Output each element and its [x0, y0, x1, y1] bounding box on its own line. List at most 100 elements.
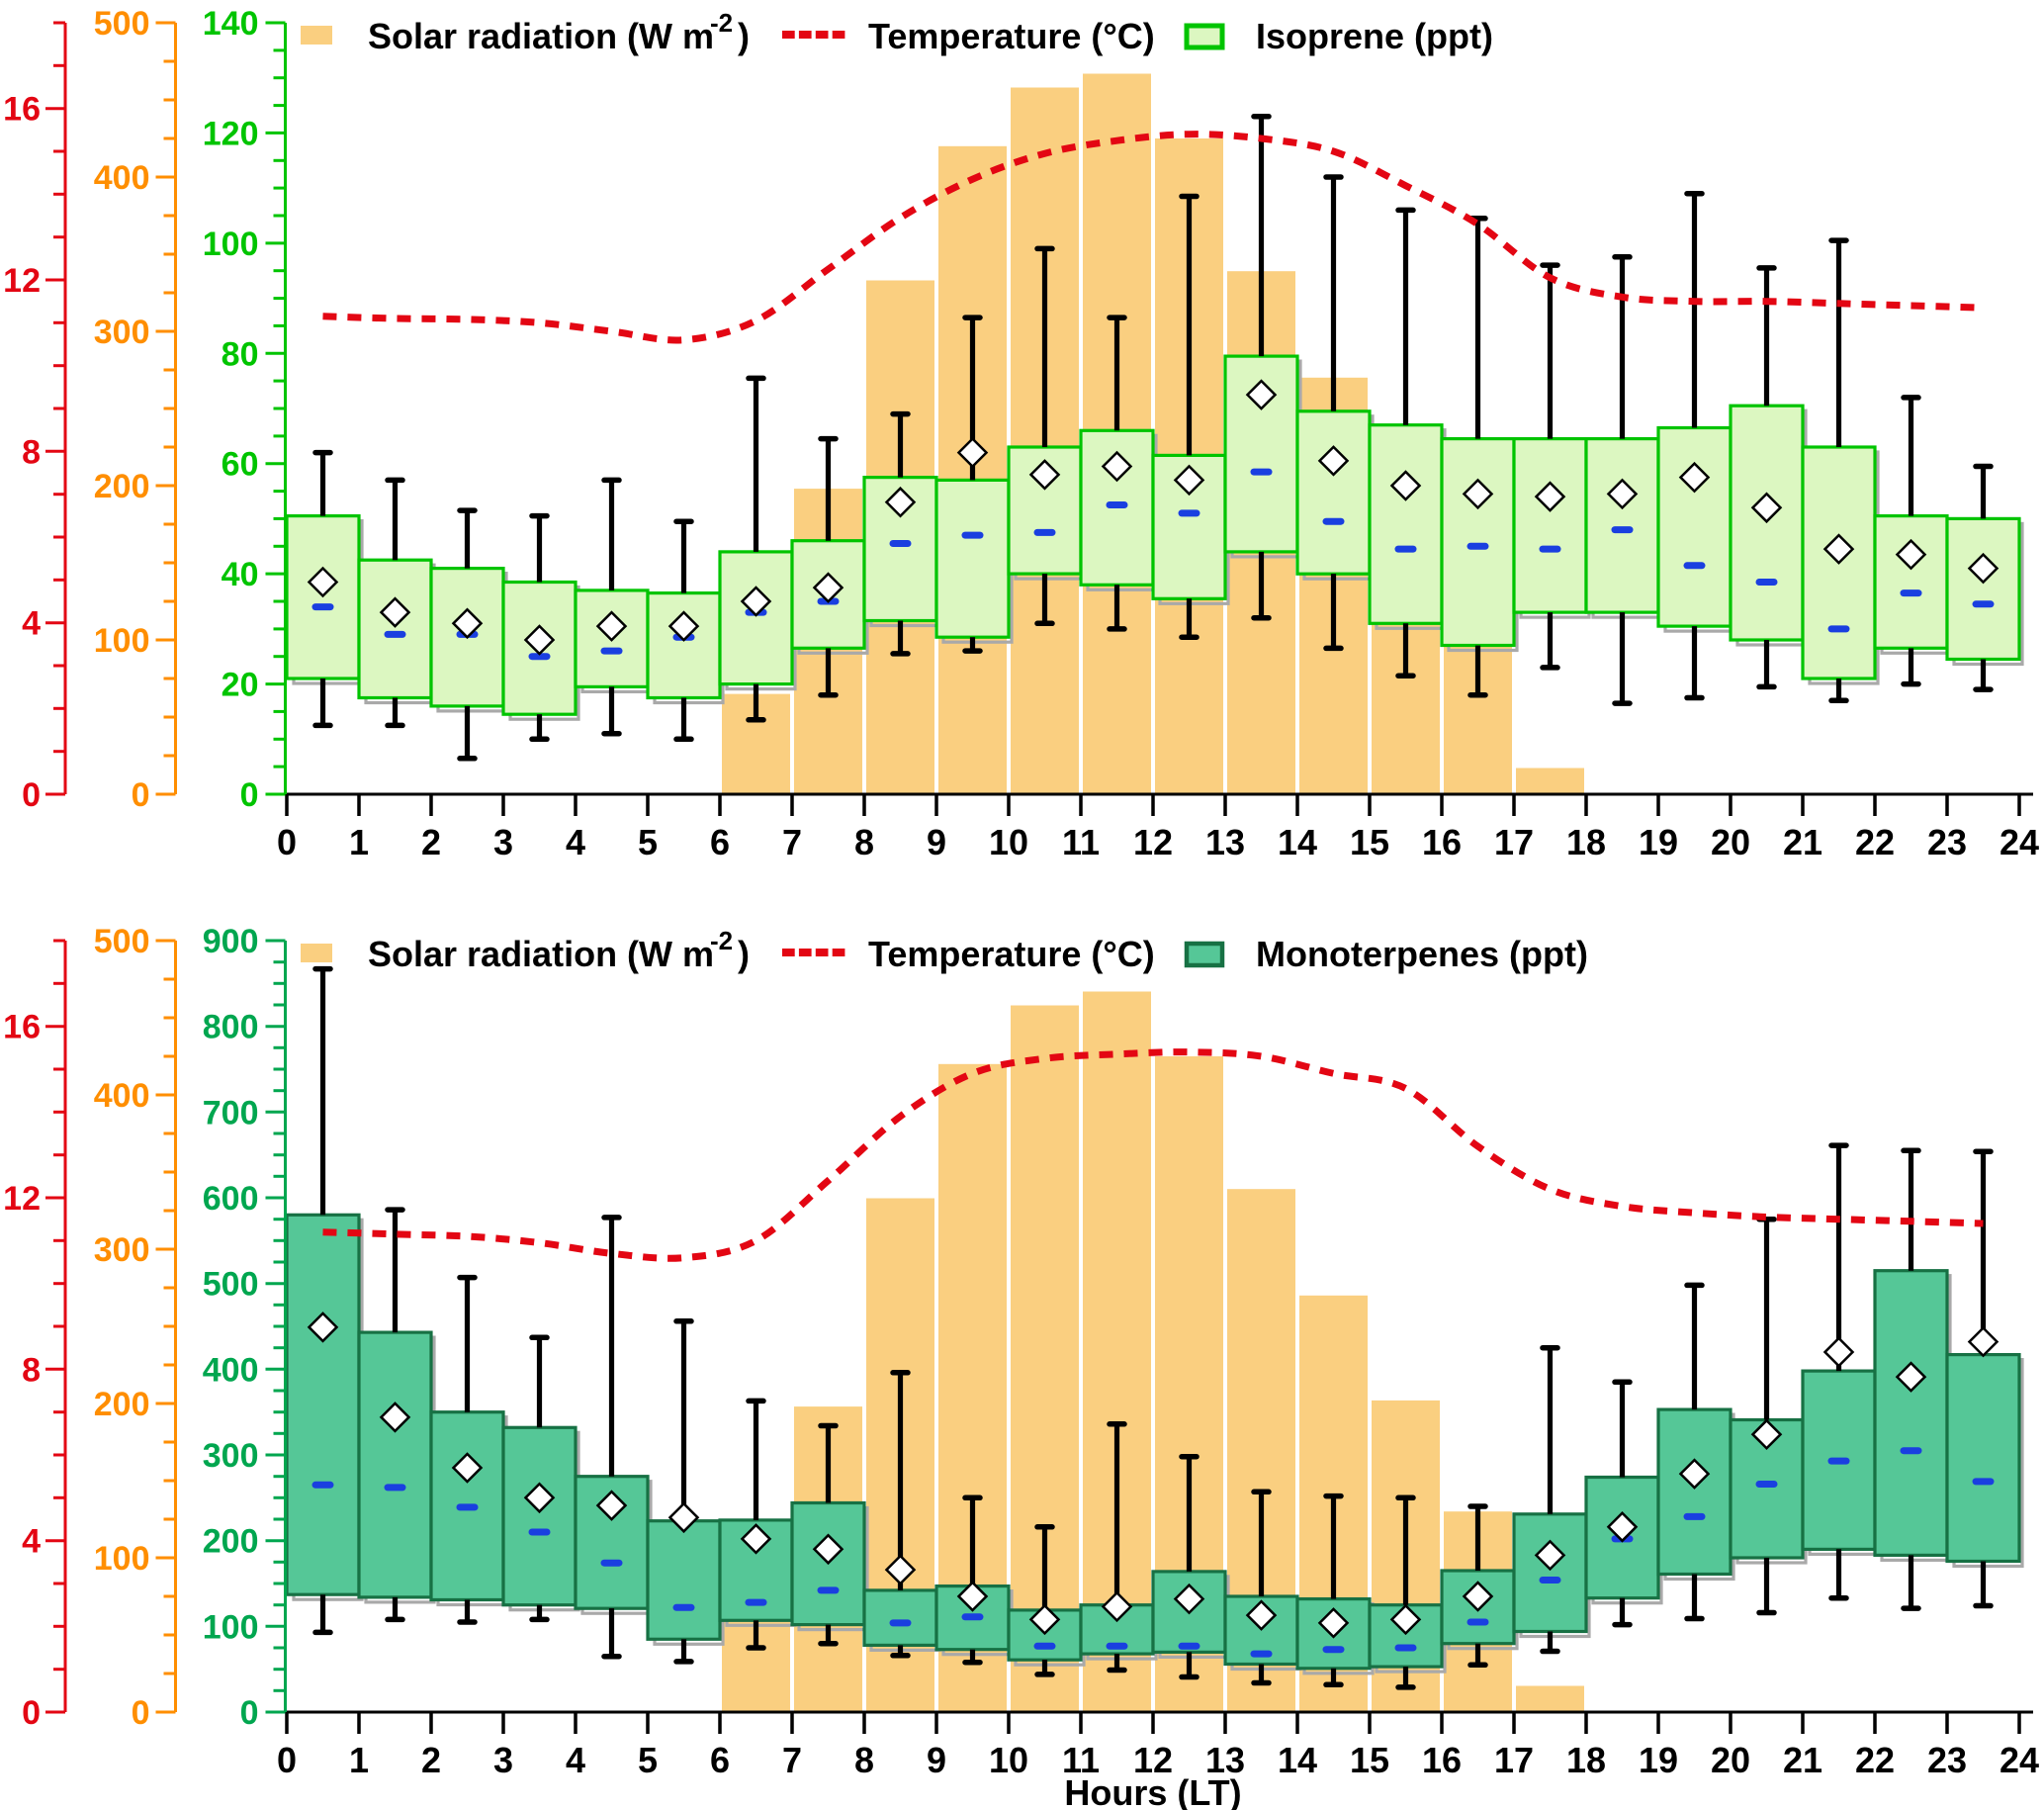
svg-text:Monoterpenes (ppt): Monoterpenes (ppt)	[1256, 934, 1588, 974]
svg-text:20: 20	[222, 667, 259, 704]
svg-text:11: 11	[1062, 822, 1100, 862]
svg-text:0: 0	[277, 822, 297, 862]
svg-text:800: 800	[203, 1009, 259, 1046]
svg-text:500: 500	[94, 5, 150, 43]
svg-text:200: 200	[94, 1386, 150, 1423]
svg-text:9: 9	[927, 822, 946, 862]
svg-text:0: 0	[240, 776, 259, 814]
svg-text:2: 2	[421, 1740, 441, 1780]
svg-text:6: 6	[710, 822, 730, 862]
svg-text:): )	[738, 934, 750, 974]
svg-text:16: 16	[1422, 822, 1462, 862]
svg-text:7: 7	[782, 1740, 802, 1780]
svg-text:300: 300	[203, 1437, 259, 1475]
svg-text:20: 20	[1711, 1740, 1750, 1780]
svg-text:Temperature (°C): Temperature (°C)	[868, 16, 1155, 56]
svg-text:60: 60	[222, 446, 259, 484]
svg-text:15: 15	[1350, 1740, 1389, 1780]
svg-text:200: 200	[94, 468, 150, 505]
svg-text:10: 10	[989, 1740, 1028, 1780]
svg-text:23: 23	[1927, 822, 1967, 862]
svg-text:500: 500	[203, 1266, 259, 1304]
svg-text:0: 0	[240, 1694, 259, 1732]
svg-text:140: 140	[203, 5, 259, 43]
svg-text:19: 19	[1639, 822, 1678, 862]
svg-text:200: 200	[203, 1523, 259, 1561]
svg-text:21: 21	[1783, 1740, 1822, 1780]
svg-text:3: 3	[493, 1740, 513, 1780]
svg-text:0: 0	[132, 776, 150, 814]
svg-text:900: 900	[203, 923, 259, 960]
svg-text:23: 23	[1927, 1740, 1967, 1780]
svg-text:14: 14	[1278, 822, 1317, 862]
svg-text:12: 12	[1133, 1740, 1173, 1780]
svg-text:10: 10	[989, 822, 1028, 862]
svg-text:0: 0	[132, 1694, 150, 1732]
svg-text:12: 12	[3, 1180, 41, 1218]
svg-text:16: 16	[3, 91, 41, 129]
svg-text:4: 4	[566, 1740, 585, 1780]
svg-text:8: 8	[854, 822, 874, 862]
svg-text:700: 700	[203, 1094, 259, 1131]
svg-text:0: 0	[22, 776, 41, 814]
svg-text:300: 300	[94, 314, 150, 351]
svg-text:4: 4	[22, 605, 41, 643]
svg-text:14: 14	[1278, 1740, 1317, 1780]
svg-text:12: 12	[3, 262, 41, 300]
svg-text:4: 4	[22, 1523, 41, 1561]
svg-text:Hours (LT): Hours (LT)	[1064, 1772, 1241, 1810]
svg-text:8: 8	[22, 433, 41, 471]
svg-text:Solar radiation (W m: Solar radiation (W m	[368, 934, 714, 974]
svg-text:8: 8	[22, 1351, 41, 1389]
svg-text:-2: -2	[710, 926, 733, 955]
svg-text:16: 16	[3, 1009, 41, 1046]
svg-text:17: 17	[1494, 1740, 1534, 1780]
svg-text:20: 20	[1711, 822, 1750, 862]
svg-text:100: 100	[203, 226, 259, 263]
svg-text:16: 16	[1422, 1740, 1462, 1780]
svg-text:100: 100	[94, 1540, 150, 1578]
svg-text:24: 24	[2000, 1740, 2039, 1780]
svg-text:100: 100	[94, 622, 150, 660]
svg-text:500: 500	[94, 923, 150, 960]
svg-text:11: 11	[1062, 1740, 1100, 1780]
svg-text:15: 15	[1350, 822, 1389, 862]
svg-text:18: 18	[1566, 1740, 1606, 1780]
svg-text:400: 400	[94, 159, 150, 197]
svg-text:8: 8	[854, 1740, 874, 1780]
svg-text:120: 120	[203, 115, 259, 152]
svg-text:5: 5	[638, 1740, 658, 1780]
svg-text:22: 22	[1855, 1740, 1895, 1780]
svg-text:300: 300	[94, 1231, 150, 1269]
svg-text:7: 7	[782, 822, 802, 862]
svg-text:0: 0	[277, 1740, 297, 1780]
svg-text:21: 21	[1783, 822, 1822, 862]
svg-text:19: 19	[1639, 1740, 1678, 1780]
svg-text:Isoprene (ppt): Isoprene (ppt)	[1256, 16, 1493, 56]
svg-text:3: 3	[493, 822, 513, 862]
svg-text:9: 9	[927, 1740, 946, 1780]
svg-text:6: 6	[710, 1740, 730, 1780]
svg-text:400: 400	[203, 1351, 259, 1389]
svg-text:80: 80	[222, 335, 259, 373]
svg-text:Solar radiation (W m: Solar radiation (W m	[368, 16, 714, 56]
svg-text:400: 400	[94, 1077, 150, 1115]
svg-text:18: 18	[1566, 822, 1606, 862]
svg-text:1: 1	[349, 1740, 369, 1780]
svg-text:600: 600	[203, 1180, 259, 1218]
svg-text:17: 17	[1494, 822, 1534, 862]
svg-text:40: 40	[222, 556, 259, 593]
svg-text:1: 1	[349, 822, 369, 862]
svg-text:24: 24	[2000, 822, 2039, 862]
svg-text:22: 22	[1855, 822, 1895, 862]
svg-text:13: 13	[1205, 1740, 1245, 1780]
svg-text:): )	[738, 16, 750, 56]
svg-text:0: 0	[22, 1694, 41, 1732]
svg-text:13: 13	[1205, 822, 1245, 862]
svg-text:4: 4	[566, 822, 585, 862]
svg-text:12: 12	[1133, 822, 1173, 862]
svg-text:5: 5	[638, 822, 658, 862]
svg-text:100: 100	[203, 1608, 259, 1646]
svg-text:Temperature (°C): Temperature (°C)	[868, 934, 1155, 974]
svg-text:2: 2	[421, 822, 441, 862]
